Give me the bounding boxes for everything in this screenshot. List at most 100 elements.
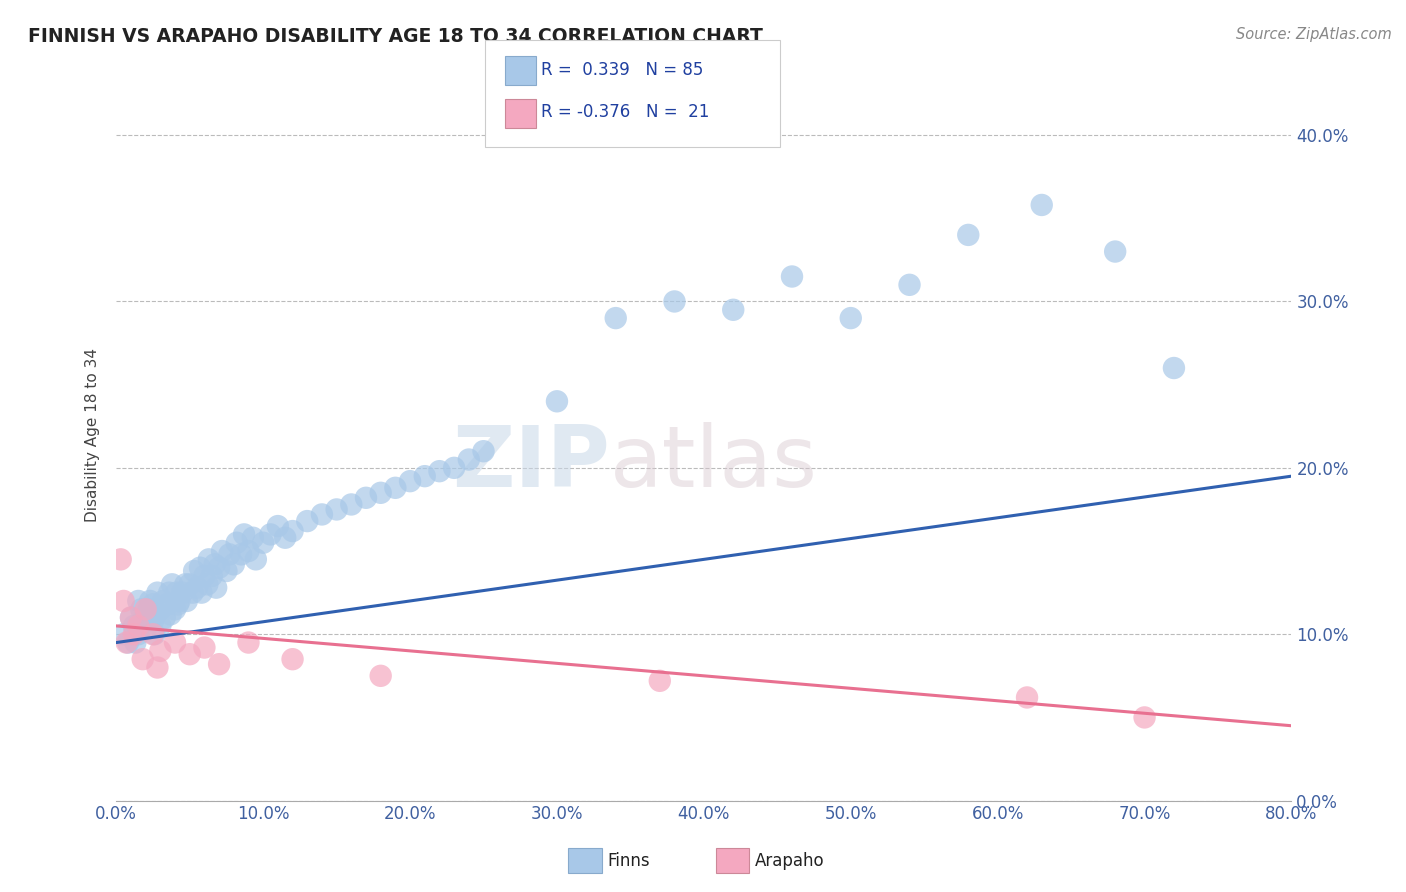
Point	[132, 614, 155, 628]
Point	[163, 635, 186, 649]
Point	[142, 597, 165, 611]
Point	[605, 311, 627, 326]
Point	[245, 552, 267, 566]
Point	[281, 652, 304, 666]
Point	[839, 311, 862, 326]
Point	[195, 577, 218, 591]
Point	[648, 673, 671, 688]
Point	[120, 610, 142, 624]
Point	[138, 602, 160, 616]
Point	[370, 485, 392, 500]
Point	[472, 444, 495, 458]
Point	[112, 627, 135, 641]
Point	[193, 640, 215, 655]
Point	[222, 558, 245, 572]
Point	[311, 508, 333, 522]
Text: Finns: Finns	[607, 852, 650, 870]
Point	[354, 491, 377, 505]
Point	[112, 594, 135, 608]
Point	[179, 647, 201, 661]
Point	[149, 619, 172, 633]
Point	[193, 569, 215, 583]
Point	[122, 627, 145, 641]
Point	[723, 302, 745, 317]
Text: R = -0.376   N =  21: R = -0.376 N = 21	[541, 103, 710, 121]
Text: FINNISH VS ARAPAHO DISABILITY AGE 18 TO 34 CORRELATION CHART: FINNISH VS ARAPAHO DISABILITY AGE 18 TO …	[28, 27, 763, 45]
Point	[124, 635, 146, 649]
Point	[127, 627, 149, 641]
Point	[281, 524, 304, 538]
Text: Source: ZipAtlas.com: Source: ZipAtlas.com	[1236, 27, 1392, 42]
Point	[135, 610, 157, 624]
Point	[252, 535, 274, 549]
Point	[181, 585, 204, 599]
Point	[238, 544, 260, 558]
Point	[198, 552, 221, 566]
Point	[231, 547, 253, 561]
Point	[163, 602, 186, 616]
Point	[179, 577, 201, 591]
Point	[149, 602, 172, 616]
Point	[117, 635, 139, 649]
Point	[233, 527, 256, 541]
Point	[208, 657, 231, 672]
Point	[259, 527, 281, 541]
Point	[297, 514, 319, 528]
Point	[898, 277, 921, 292]
Point	[242, 531, 264, 545]
Point	[208, 560, 231, 574]
Point	[340, 498, 363, 512]
Point	[325, 502, 347, 516]
Point	[156, 597, 179, 611]
Text: Arapaho: Arapaho	[755, 852, 825, 870]
Point	[957, 227, 980, 242]
Point	[218, 547, 240, 561]
Point	[183, 564, 205, 578]
Point	[205, 581, 228, 595]
Point	[429, 464, 451, 478]
Point	[157, 585, 180, 599]
Point	[225, 535, 247, 549]
Point	[142, 614, 165, 628]
Point	[267, 519, 290, 533]
Point	[370, 669, 392, 683]
Point	[132, 652, 155, 666]
Point	[115, 635, 138, 649]
Point	[122, 619, 145, 633]
Point	[399, 474, 422, 488]
Point	[546, 394, 568, 409]
Point	[135, 602, 157, 616]
Point	[160, 577, 183, 591]
Point	[110, 552, 132, 566]
Point	[1104, 244, 1126, 259]
Point	[142, 627, 165, 641]
Text: R =  0.339   N = 85: R = 0.339 N = 85	[541, 61, 703, 78]
Point	[1031, 198, 1053, 212]
Point	[190, 585, 212, 599]
Point	[174, 577, 197, 591]
Point	[204, 558, 226, 572]
Point	[664, 294, 686, 309]
Point	[384, 481, 406, 495]
Point	[172, 585, 194, 599]
Point	[780, 269, 803, 284]
Point	[186, 581, 208, 595]
Point	[457, 452, 479, 467]
Point	[443, 460, 465, 475]
Text: atlas: atlas	[610, 422, 818, 506]
Point	[149, 644, 172, 658]
Point	[413, 469, 436, 483]
Point	[129, 602, 152, 616]
Point	[201, 569, 224, 583]
Point	[169, 594, 191, 608]
Point	[176, 594, 198, 608]
Point	[120, 610, 142, 624]
Point	[211, 544, 233, 558]
Point	[159, 607, 181, 622]
Text: ZIP: ZIP	[453, 422, 610, 506]
Point	[146, 585, 169, 599]
Point	[139, 594, 162, 608]
Point	[215, 564, 238, 578]
Point	[188, 560, 211, 574]
Point	[146, 660, 169, 674]
